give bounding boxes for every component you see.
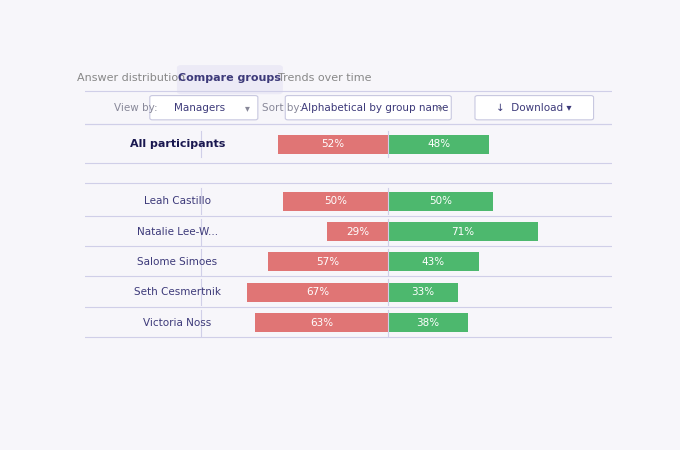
FancyBboxPatch shape xyxy=(150,95,258,120)
Text: ↓  Download ▾: ↓ Download ▾ xyxy=(496,103,572,112)
Bar xyxy=(388,313,468,332)
Text: 71%: 71% xyxy=(452,227,475,237)
Text: 50%: 50% xyxy=(324,196,347,206)
Text: View by:: View by: xyxy=(114,103,158,112)
Text: Trends over time: Trends over time xyxy=(278,73,371,83)
FancyBboxPatch shape xyxy=(286,95,452,120)
Text: 63%: 63% xyxy=(310,318,333,328)
Bar xyxy=(388,222,538,241)
Text: Answer distribution: Answer distribution xyxy=(78,73,186,83)
Text: Managers: Managers xyxy=(173,103,224,112)
Text: ▾: ▾ xyxy=(245,103,250,112)
Text: 48%: 48% xyxy=(427,139,450,149)
Bar xyxy=(388,135,489,153)
FancyBboxPatch shape xyxy=(475,95,594,120)
Text: Salome Simoes: Salome Simoes xyxy=(137,257,218,267)
Bar xyxy=(327,222,388,241)
Bar xyxy=(247,283,388,302)
FancyBboxPatch shape xyxy=(177,65,283,94)
Text: Alphabetical by group name: Alphabetical by group name xyxy=(301,103,448,112)
Bar xyxy=(388,283,458,302)
Text: 67%: 67% xyxy=(306,287,329,297)
Text: 57%: 57% xyxy=(316,257,339,267)
Text: Seth Cesmertnik: Seth Cesmertnik xyxy=(134,287,221,297)
Text: Compare groups: Compare groups xyxy=(178,73,282,83)
Bar xyxy=(388,192,494,211)
Text: 33%: 33% xyxy=(411,287,435,297)
Text: 29%: 29% xyxy=(346,227,369,237)
Text: Sort by:: Sort by: xyxy=(262,103,302,112)
Text: 50%: 50% xyxy=(429,196,452,206)
Bar xyxy=(268,252,388,271)
Bar xyxy=(278,135,388,153)
Bar xyxy=(388,252,479,271)
Text: 43%: 43% xyxy=(422,257,445,267)
Text: ▾: ▾ xyxy=(439,103,443,112)
Text: All participants: All participants xyxy=(129,139,225,149)
Text: Leah Castillo: Leah Castillo xyxy=(143,196,211,206)
Text: 52%: 52% xyxy=(322,139,345,149)
Text: Victoria Noss: Victoria Noss xyxy=(143,318,211,328)
Text: 38%: 38% xyxy=(417,318,440,328)
Bar xyxy=(283,192,388,211)
Text: Natalie Lee-W...: Natalie Lee-W... xyxy=(137,227,218,237)
Bar xyxy=(255,313,388,332)
